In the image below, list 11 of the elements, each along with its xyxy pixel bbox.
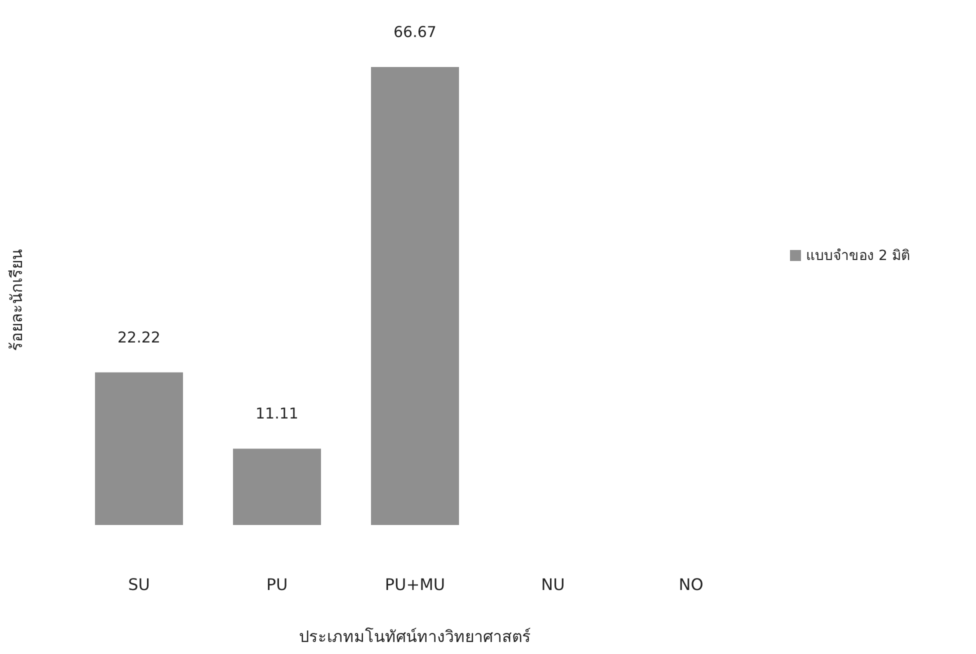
legend-label: แบบจำของ 2 มิติ (806, 248, 910, 264)
data-label: 11.11 (256, 404, 298, 423)
x-tick-label: PU+MU (384, 575, 446, 594)
x-tick-label: SU (128, 575, 150, 594)
x-tick-label: PU (266, 575, 288, 594)
x-tick-label: NU (541, 575, 565, 594)
data-label: 66.67 (394, 23, 436, 41)
x-axis-title: ประเภทมโนทัศน์ทางวิทยาศาสตร์ (299, 627, 531, 646)
data-label: 22.22 (118, 328, 160, 346)
x-tick-label: NO (678, 575, 704, 594)
y-axis-title: ร้อยละนักเรียน (7, 249, 26, 351)
